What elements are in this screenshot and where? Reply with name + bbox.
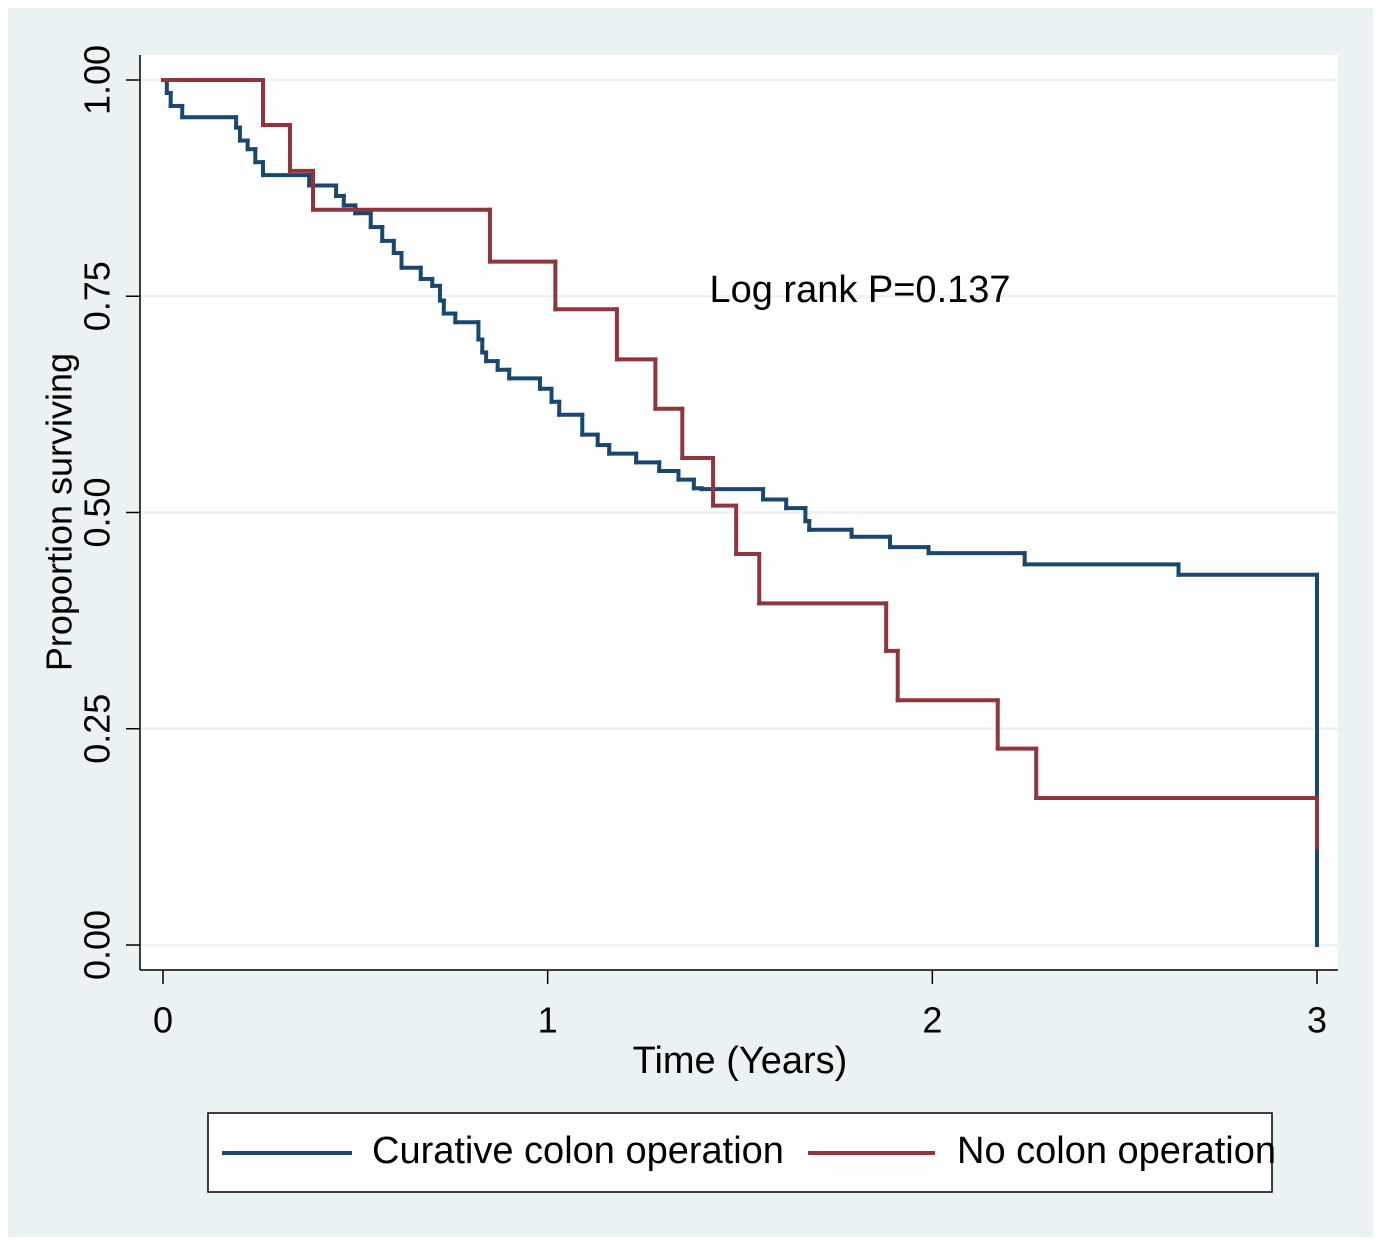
y-axis-label: Proportion surviving bbox=[39, 353, 80, 671]
legend bbox=[207, 1112, 1273, 1193]
y-tick-label: 1.00 bbox=[77, 45, 118, 115]
series-lines bbox=[161, 78, 1319, 947]
y-tick-label: 0.25 bbox=[77, 694, 118, 764]
legend-entries: Curative colon operation No colon operati… bbox=[222, 1130, 1276, 1172]
grid bbox=[140, 78, 1338, 947]
legend-label: Curative colon operation bbox=[372, 1130, 784, 1172]
y-tick-label: 0.00 bbox=[77, 910, 118, 980]
legend-label: No colon operation bbox=[957, 1130, 1276, 1172]
y-tick-label: 0.75 bbox=[77, 261, 118, 331]
annotation: Log rank P=0.137 bbox=[709, 269, 1010, 311]
x-axis-label: Time (Years) bbox=[633, 1040, 848, 1082]
x-tick-label: 3 bbox=[1307, 1000, 1327, 1041]
y-tick-label: 0.50 bbox=[77, 477, 118, 547]
x-tick-label: 2 bbox=[922, 1000, 942, 1041]
ticks: 0.00 0.25 0.50 0.75 1.00 0 1 2 3 bbox=[77, 45, 1328, 1041]
x-tick-label: 1 bbox=[538, 1000, 558, 1041]
x-tick-label: 0 bbox=[153, 1000, 173, 1041]
